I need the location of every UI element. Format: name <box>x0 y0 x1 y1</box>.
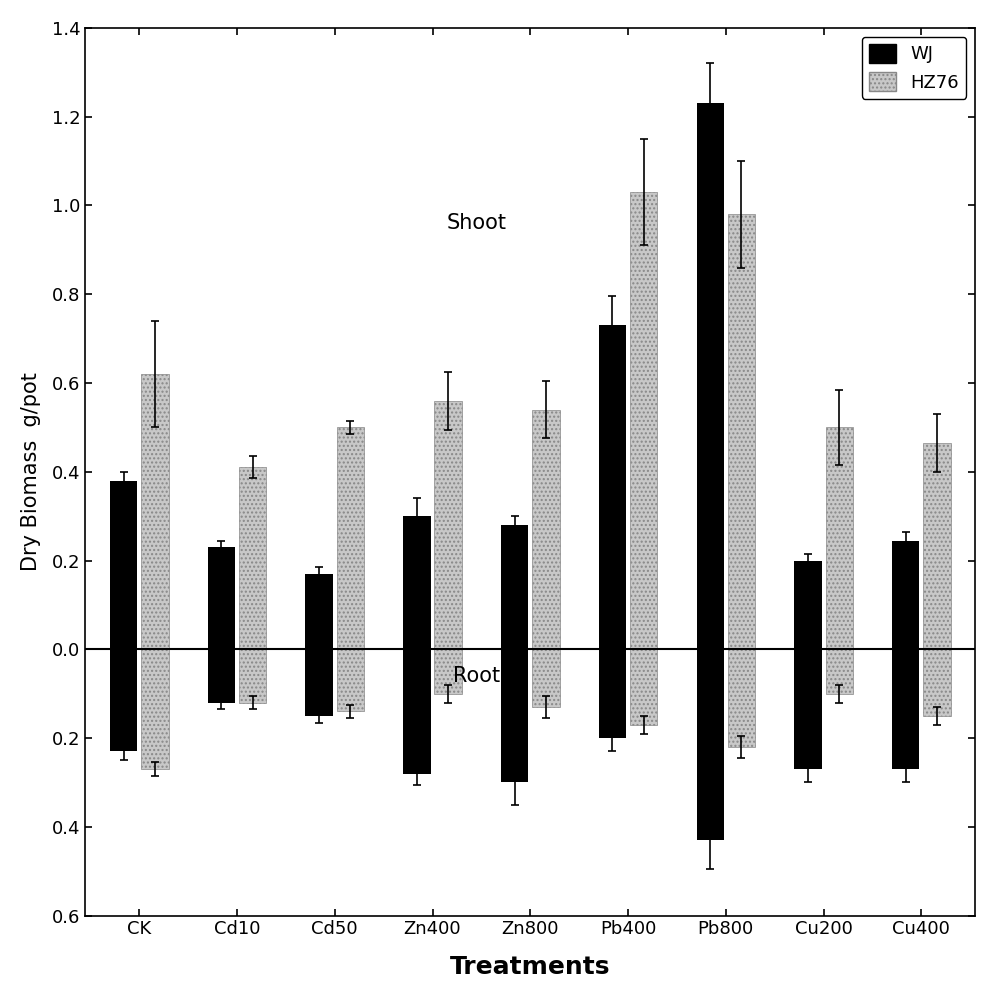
Bar <box>403 516 430 649</box>
Bar <box>434 401 462 649</box>
Bar <box>696 103 724 649</box>
Bar <box>599 325 626 649</box>
Bar <box>532 410 560 649</box>
Bar <box>207 547 235 649</box>
Bar <box>110 481 137 649</box>
Bar <box>923 443 951 649</box>
Bar <box>141 374 168 649</box>
Bar <box>239 649 266 703</box>
Bar <box>826 427 853 649</box>
Bar <box>141 649 168 769</box>
Bar <box>110 649 137 751</box>
Legend: WJ, HZ76: WJ, HZ76 <box>862 37 966 99</box>
Bar <box>630 192 657 649</box>
Bar <box>728 214 755 649</box>
Bar <box>501 649 528 782</box>
Bar <box>794 561 822 649</box>
Bar <box>728 649 755 747</box>
Bar <box>337 649 365 711</box>
Bar <box>923 649 951 716</box>
Bar <box>501 525 528 649</box>
Bar <box>892 541 919 649</box>
Y-axis label: Dry Biomass  g/pot: Dry Biomass g/pot <box>21 372 41 571</box>
Bar <box>532 649 560 707</box>
Bar <box>630 649 657 725</box>
Text: Root: Root <box>453 666 500 686</box>
Bar <box>337 427 365 649</box>
Bar <box>599 649 626 738</box>
Text: Shoot: Shoot <box>447 213 507 233</box>
Bar <box>306 649 333 716</box>
Bar <box>434 649 462 694</box>
Bar <box>892 649 919 769</box>
Bar <box>239 467 266 649</box>
Bar <box>403 649 430 774</box>
Bar <box>794 649 822 769</box>
Bar <box>306 574 333 649</box>
Bar <box>826 649 853 694</box>
X-axis label: Treatments: Treatments <box>450 955 611 979</box>
Bar <box>207 649 235 703</box>
Bar <box>696 649 724 840</box>
